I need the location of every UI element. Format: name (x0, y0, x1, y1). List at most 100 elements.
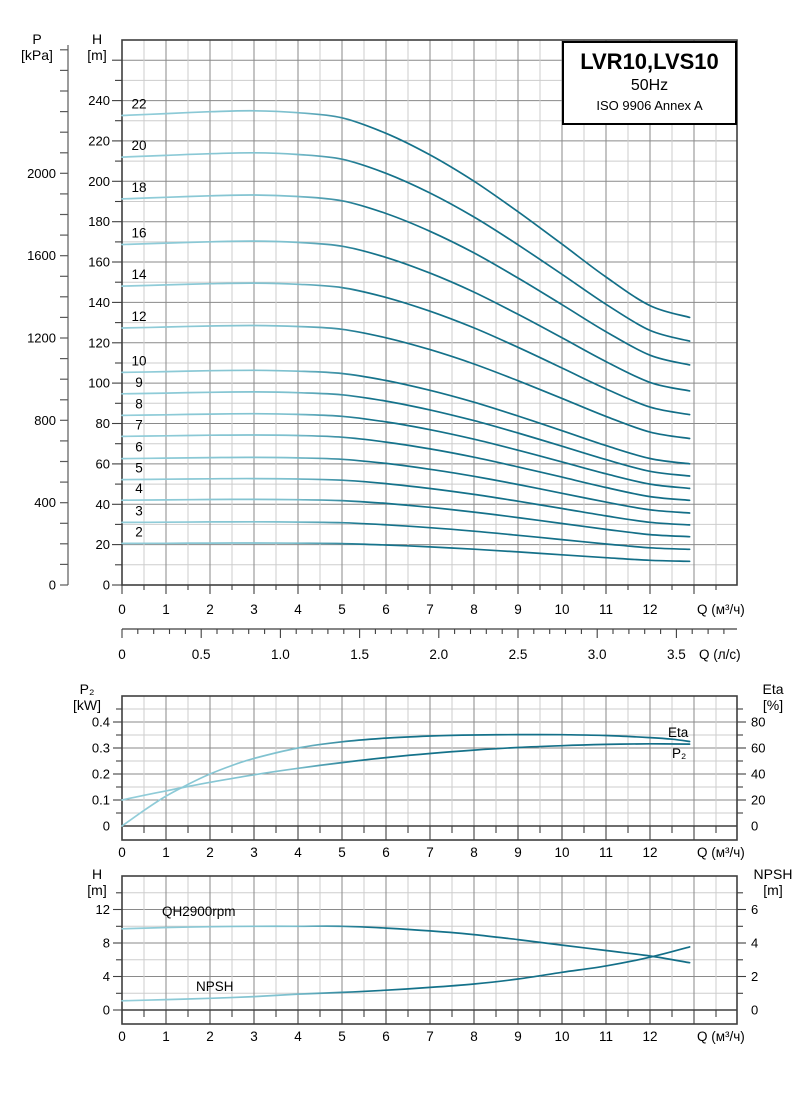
h-axis-tick-label: 80 (96, 416, 110, 431)
p2-axis-tick-label: 0 (103, 819, 110, 834)
h2-axis-title: H (91, 866, 103, 882)
x-axis-tick-label: 4 (294, 845, 302, 860)
stage-curve-3 (121, 520, 691, 551)
power-efficiency-chart: 0 1 2 3 4 5 6 7 8 9 10 11 12 Q (м³/ч)00.10.20.30.4020… (92, 695, 765, 860)
npsh-axis-title: NPSH (753, 866, 793, 882)
npsh-curve (121, 946, 691, 1002)
stage-curve-label-9: 9 (135, 375, 143, 390)
p2-axis-tick-label: 0.2 (92, 767, 110, 782)
npsh-axis-tick-label: 0 (751, 1003, 758, 1018)
h2-axis-tick-label: 0 (103, 1003, 110, 1018)
x-axis-tick-label: 11 (599, 845, 613, 860)
h-axis-tick-label: 180 (88, 214, 110, 229)
stage-curve-label-18: 18 (131, 180, 146, 195)
x-axis-tick-label: 1 (162, 602, 170, 617)
qh2900rpm-curve (121, 925, 691, 964)
eta-axis-tick-label: 80 (751, 715, 765, 730)
x-axis-tick-label: 2 (206, 1029, 214, 1044)
stage-curve-18 (121, 194, 691, 366)
x-axis-tick-label: 4 (294, 602, 302, 617)
lps-axis-tick-label: 0 (118, 647, 126, 662)
x-axis-tick-label: 9 (514, 845, 522, 860)
h-axis-tick-label: 160 (88, 255, 110, 270)
npsh-axis-tick-label: 2 (751, 969, 758, 984)
stage-curve-8 (121, 412, 691, 490)
eta-curve-label: Eta (668, 725, 689, 740)
lps-axis-tick-label: 0.5 (192, 647, 211, 662)
p-axis-tick-label: 800 (34, 413, 56, 428)
h-axis-tick-label: 100 (88, 376, 110, 391)
x-axis-tick-label: 6 (382, 1029, 390, 1044)
lps-axis-tick-label: 3.0 (588, 647, 607, 662)
p2-axis-tick-label: 0.1 (92, 793, 110, 808)
p2-curve (121, 742, 691, 801)
stage-curve-label-8: 8 (135, 396, 143, 411)
main-chart-stage-curves (121, 109, 691, 563)
qh-curve-label: QH2900rpm (162, 904, 236, 919)
power-efficiency-labels: Eta P₂ (668, 725, 689, 761)
x-axis-tick-label: 10 (554, 602, 569, 617)
p-axis-tick-label: 0 (49, 578, 56, 593)
stage-curve-6 (121, 456, 691, 514)
stage-curve-14 (121, 282, 691, 416)
stage-curve-label-20: 20 (131, 138, 146, 153)
h2-axis-tick-label: 4 (103, 969, 110, 984)
eta-axis-tick-label: 20 (751, 793, 765, 808)
stage-curve-4 (121, 498, 691, 538)
h2-axis-tick-label: 8 (103, 936, 110, 951)
stage-curve-5 (121, 477, 691, 526)
h-axis-tick-label: 140 (88, 295, 110, 310)
stage-curve-9 (121, 391, 691, 477)
x-axis-tick-label: 7 (426, 845, 434, 860)
stage-curve-label-3: 3 (135, 503, 143, 518)
main-chart-labels: 2 3 4 5 6 7 8 9 10 12 14 16 18 20 22 (131, 97, 147, 540)
stage-curve-10 (121, 369, 691, 465)
power-efficiency-curves (121, 733, 691, 827)
stage-curve-7 (121, 434, 691, 502)
x-axis-tick-label: 8 (470, 602, 478, 617)
title-box: LVR10,LVS10 50Hz ISO 9906 Annex A (562, 41, 737, 125)
npsh-axis-tick-label: 4 (751, 936, 758, 951)
stage-curve-2 (121, 542, 691, 563)
stage-curve-label-2: 2 (135, 524, 143, 539)
x-axis-title: Q (м³/ч) (697, 1029, 745, 1044)
h2-axis-unit: [m] (87, 882, 107, 899)
stage-curve-16 (121, 240, 691, 392)
x-axis-tick-label: 7 (426, 1029, 434, 1044)
npsh-axis-unit: [m] (763, 882, 783, 899)
x-axis-tick-label: 9 (514, 602, 522, 617)
x-axis-tick-label: 3 (250, 602, 258, 617)
x-axis-title: Q (м³/ч) (697, 602, 745, 617)
x-axis-tick-label: 5 (338, 845, 346, 860)
p2-axis-unit: [kW] (73, 697, 101, 714)
x-axis-tick-label: 3 (250, 1029, 258, 1044)
h-axis-tick-label: 200 (88, 174, 110, 189)
qh-npsh-labels: QH2900rpm NPSH (162, 904, 236, 994)
x-axis-tick-label: 6 (382, 602, 390, 617)
x-axis-tick-label: 5 (338, 1029, 346, 1044)
x-axis-tick-label: 1 (162, 1029, 170, 1044)
power-efficiency-axes: 0 1 2 3 4 5 6 7 8 9 10 11 12 Q (м³/ч)00.10.20.30.4020… (92, 708, 765, 860)
stage-curve-label-5: 5 (135, 461, 143, 476)
eta-axis-title: Eta (762, 681, 784, 697)
eta-axis-tick-label: 0 (751, 819, 758, 834)
stage-curve-12 (121, 324, 691, 440)
x-axis-tick-label: 6 (382, 845, 390, 860)
x-axis-tick-label: 3 (250, 845, 258, 860)
title-model: LVR10,LVS10 (580, 49, 719, 74)
qh-npsh-curves (121, 925, 691, 1002)
p-axis-tick-label: 1200 (27, 331, 56, 346)
h-axis-tick-label: 120 (88, 335, 110, 350)
h-axis-tick-label: 40 (96, 497, 110, 512)
x-axis-tick-label: 10 (554, 845, 569, 860)
p2-curve-label: P₂ (672, 746, 686, 761)
eta-axis-tick-label: 40 (751, 767, 765, 782)
stage-curve-22 (121, 109, 691, 319)
x-axis-tick-label: 9 (514, 1029, 522, 1044)
x-axis-tick-label: 0 (118, 602, 126, 617)
stage-curve-label-14: 14 (131, 267, 147, 282)
p2-axis-header: P₂ [kW] (62, 681, 112, 713)
h2-axis-tick-label: 12 (96, 902, 110, 917)
